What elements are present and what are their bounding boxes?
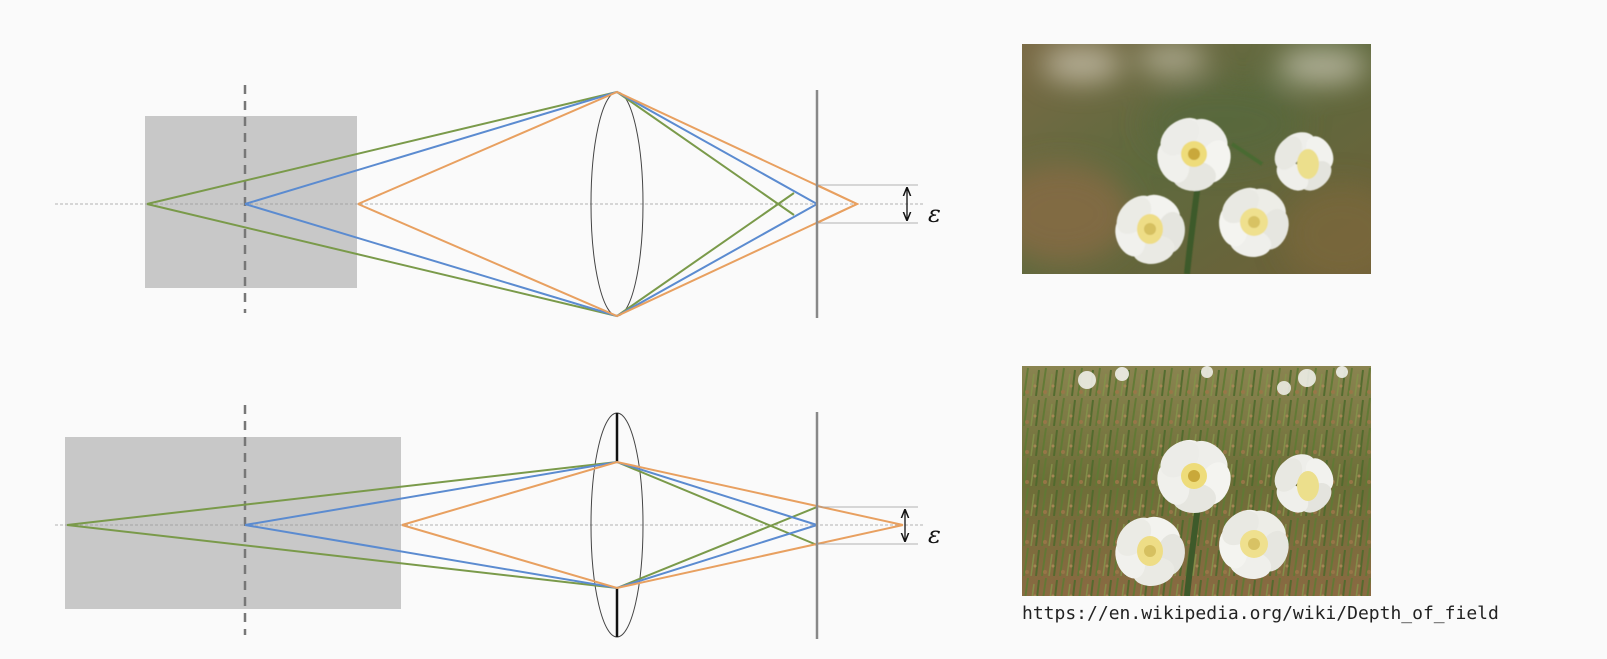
ray-near-upper — [357, 90, 860, 224]
source-url[interactable]: https://en.wikipedia.org/wiki/Depth_of_f… — [1022, 603, 1499, 624]
ray-near-lower — [401, 524, 904, 590]
depth-of-field-diagrams: ε ε — [55, 85, 941, 639]
ray-near-lower — [357, 184, 860, 318]
diagram-small-aperture: ε — [55, 405, 941, 639]
depth-of-field-region — [65, 437, 401, 609]
epsilon-label: ε — [928, 200, 941, 228]
photo-deep-depth-of-field — [1022, 366, 1371, 596]
diagram-large-aperture: ε — [55, 85, 941, 318]
epsilon-label: ε — [928, 521, 941, 549]
ray-near-upper — [401, 460, 904, 526]
photo-shallow-depth-of-field — [1022, 44, 1371, 274]
rays — [146, 90, 860, 318]
rays — [66, 460, 904, 590]
